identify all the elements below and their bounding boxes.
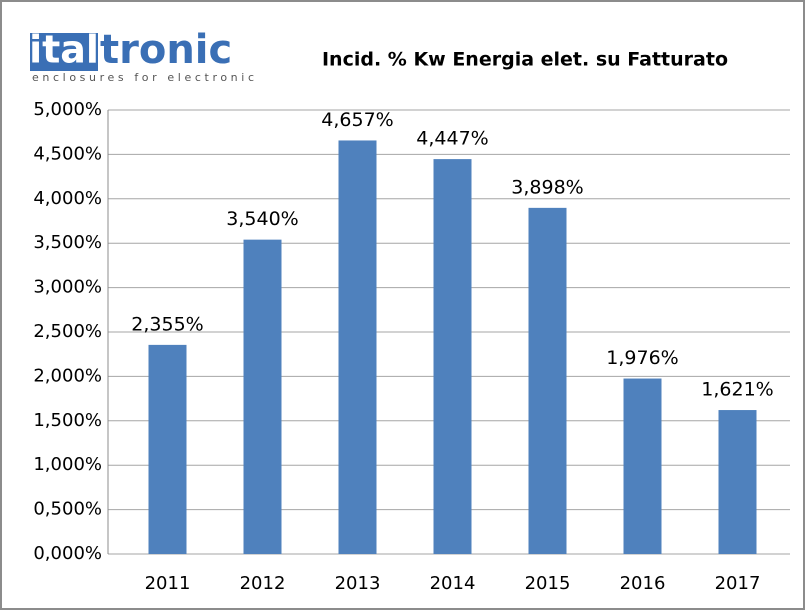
y-tick-label: 1,500% [33,410,102,431]
x-tick-label: 2016 [620,573,666,594]
x-tick-label: 2017 [715,573,761,594]
y-tick-label: 3,500% [33,232,102,253]
value-label: 4,657% [321,109,393,131]
bar [433,159,472,555]
y-tick-label: 3,000% [33,277,102,298]
bar [243,239,282,554]
bar [623,378,662,554]
value-label: 3,540% [226,208,298,230]
bar [148,344,187,554]
bar [338,140,377,554]
y-tick-label: 2,000% [33,365,102,386]
y-tick-label: 1,000% [33,454,102,475]
x-tick-label: 2015 [525,573,571,594]
y-tick-label: 0,500% [33,499,102,520]
logo-tagline: enclosures for electronic [32,71,254,84]
value-label: 1,976% [606,347,678,369]
logo-text: tronic [100,27,232,73]
x-tick-label: 2013 [335,573,381,594]
y-tick-label: 2,500% [33,321,102,342]
y-tick-label: 4,500% [33,143,102,164]
x-tick-label: 2011 [145,573,191,594]
value-label: 4,447% [416,128,488,150]
y-tick-label: 0,000% [33,543,102,564]
chart-title: Incid. % Kw Energia elet. su Fatturato [322,49,728,71]
bar [718,410,757,554]
bar [528,207,567,554]
logo-box [30,33,98,71]
y-tick-label: 5,000% [33,99,102,120]
x-tick-label: 2012 [240,573,286,594]
logo-highlight: ital [29,28,99,72]
y-tick-label: 4,000% [33,188,102,209]
x-tick-label: 2014 [430,573,476,594]
value-label: 3,898% [511,176,583,198]
value-label: 2,355% [131,313,203,335]
value-label: 1,621% [701,379,773,401]
